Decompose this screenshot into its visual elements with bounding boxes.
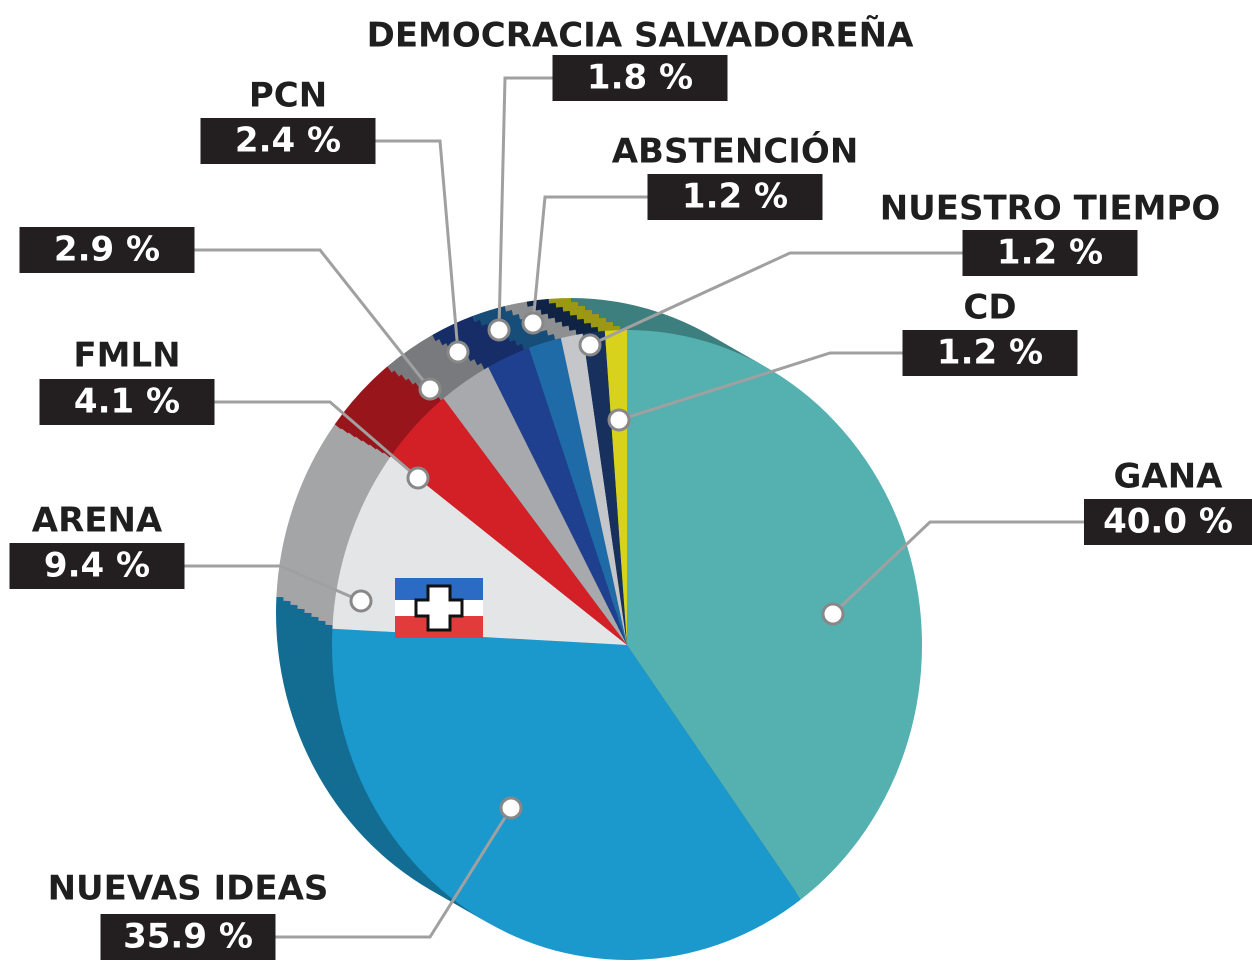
value-box [9, 543, 185, 589]
category-label: CD [963, 288, 1016, 328]
slice [627, 330, 923, 900]
value-box [647, 174, 823, 220]
value-box [200, 118, 376, 164]
arena-logo [395, 578, 483, 638]
slice [488, 347, 627, 645]
leader-line [194, 248, 432, 390]
value-label: 40.0 % [1103, 502, 1233, 542]
leader-dot [521, 311, 545, 335]
leader-dot [446, 340, 470, 364]
value-box [962, 230, 1138, 276]
leader-dot [418, 377, 442, 401]
category-label: DEMOCRACIA SALVADOREÑA [367, 15, 914, 56]
leader-dot [487, 318, 511, 342]
category-label: GANA [1114, 457, 1224, 497]
leader-line [214, 400, 419, 480]
value-label: 1.8 % [587, 58, 693, 98]
leader-dot [821, 602, 845, 626]
leader-line [497, 76, 553, 331]
category-label: ARENA [32, 501, 163, 541]
slice [582, 330, 627, 645]
category-label: FMLN [73, 336, 180, 376]
category-label: NUESTRO TIEMPO [880, 189, 1221, 229]
value-label: 9.4 % [44, 546, 150, 586]
leader-line [831, 520, 1084, 616]
value-label: 1.2 % [997, 233, 1103, 273]
category-label: PCN [249, 76, 327, 116]
value-box [19, 227, 195, 273]
category-label: ABSTENCIÓN [612, 131, 859, 172]
leader-dot [499, 796, 523, 820]
value-label: 1.2 % [682, 177, 788, 217]
category-label: NUEVAS IDEAS [48, 869, 329, 909]
value-box [1084, 499, 1252, 545]
value-label: 2.4 % [235, 121, 341, 161]
slice [604, 330, 627, 645]
slice [332, 628, 801, 961]
value-label: 4.1 % [74, 382, 180, 422]
slice [390, 398, 627, 645]
value-box [552, 55, 728, 101]
leader-dot [578, 333, 602, 357]
leader-line [375, 139, 460, 353]
slice [528, 338, 627, 645]
leader-line [184, 564, 362, 603]
value-box [39, 379, 215, 425]
leader-line [531, 195, 648, 324]
leader-dot [607, 408, 631, 432]
leader-dot [406, 466, 430, 490]
leader-line [618, 351, 903, 422]
slice [560, 333, 627, 645]
slice [443, 367, 627, 645]
value-box [100, 914, 276, 960]
value-label: 1.2 % [937, 333, 1043, 373]
leader-line [589, 251, 963, 347]
leader-dot [349, 589, 373, 613]
value-label: 2.9 % [54, 230, 160, 270]
value-box [902, 330, 1078, 376]
leader-line [275, 807, 513, 939]
flag-cross [414, 584, 464, 632]
value-label: 35.9 % [123, 917, 253, 957]
